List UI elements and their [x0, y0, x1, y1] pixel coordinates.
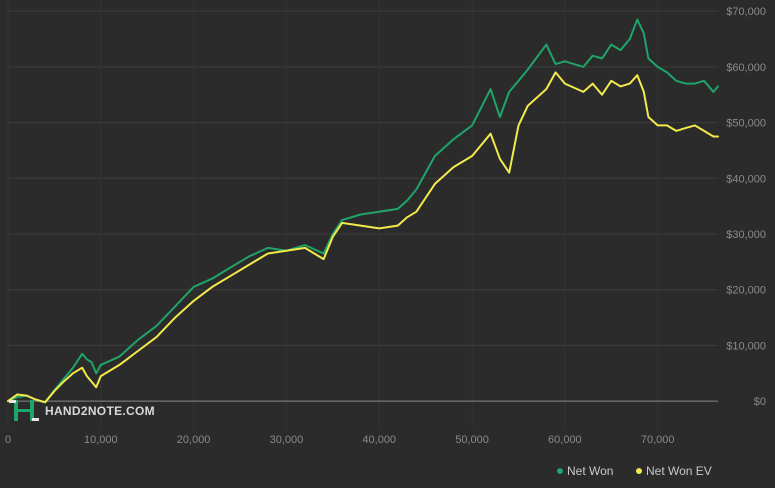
x-tick-label: 20,000 — [177, 434, 211, 446]
legend-marker-1 — [636, 468, 642, 474]
legend-marker-0 — [557, 468, 563, 474]
watermark: HAND2NOTE.COM — [9, 400, 155, 421]
y-tick-label: $20,000 — [726, 285, 766, 297]
y-tick-label: $60,000 — [726, 62, 766, 74]
x-tick-label: 10,000 — [84, 434, 118, 446]
y-tick-label: $50,000 — [726, 118, 766, 130]
y-tick-label: $40,000 — [726, 173, 766, 185]
x-tick-label: 0 — [5, 434, 11, 446]
x-tick-label: 60,000 — [548, 434, 582, 446]
x-tick-label: 40,000 — [362, 434, 396, 446]
legend: Net Won Net Won EV — [557, 464, 712, 478]
series-line-1 — [7, 71, 719, 404]
x-tick-label: 30,000 — [270, 434, 304, 446]
series-group — [7, 18, 719, 404]
series-line-0 — [7, 18, 719, 404]
y-axis: $0 $10,000 $20,000 $30,000 $40,000 $50,000 $60… — [726, 6, 766, 408]
y-tick-label: $30,000 — [726, 229, 766, 241]
x-tick-label: 50,000 — [455, 434, 489, 446]
y-tick-label: $10,000 — [726, 340, 766, 352]
y-tick-label: $0 — [754, 396, 766, 408]
y-tick-label: $70,000 — [726, 6, 766, 18]
legend-label-0: Net Won — [567, 464, 613, 478]
hand2note-logo-icon — [9, 400, 39, 421]
x-tick-label: 70,000 — [641, 434, 675, 446]
legend-label-1: Net Won EV — [646, 464, 712, 478]
x-axis: 0 10,000 20,000 30,000 40,000 50,000 60,000 70,… — [5, 434, 675, 446]
grid — [7, 0, 718, 429]
watermark-text: HAND2NOTE.COM — [45, 404, 155, 418]
